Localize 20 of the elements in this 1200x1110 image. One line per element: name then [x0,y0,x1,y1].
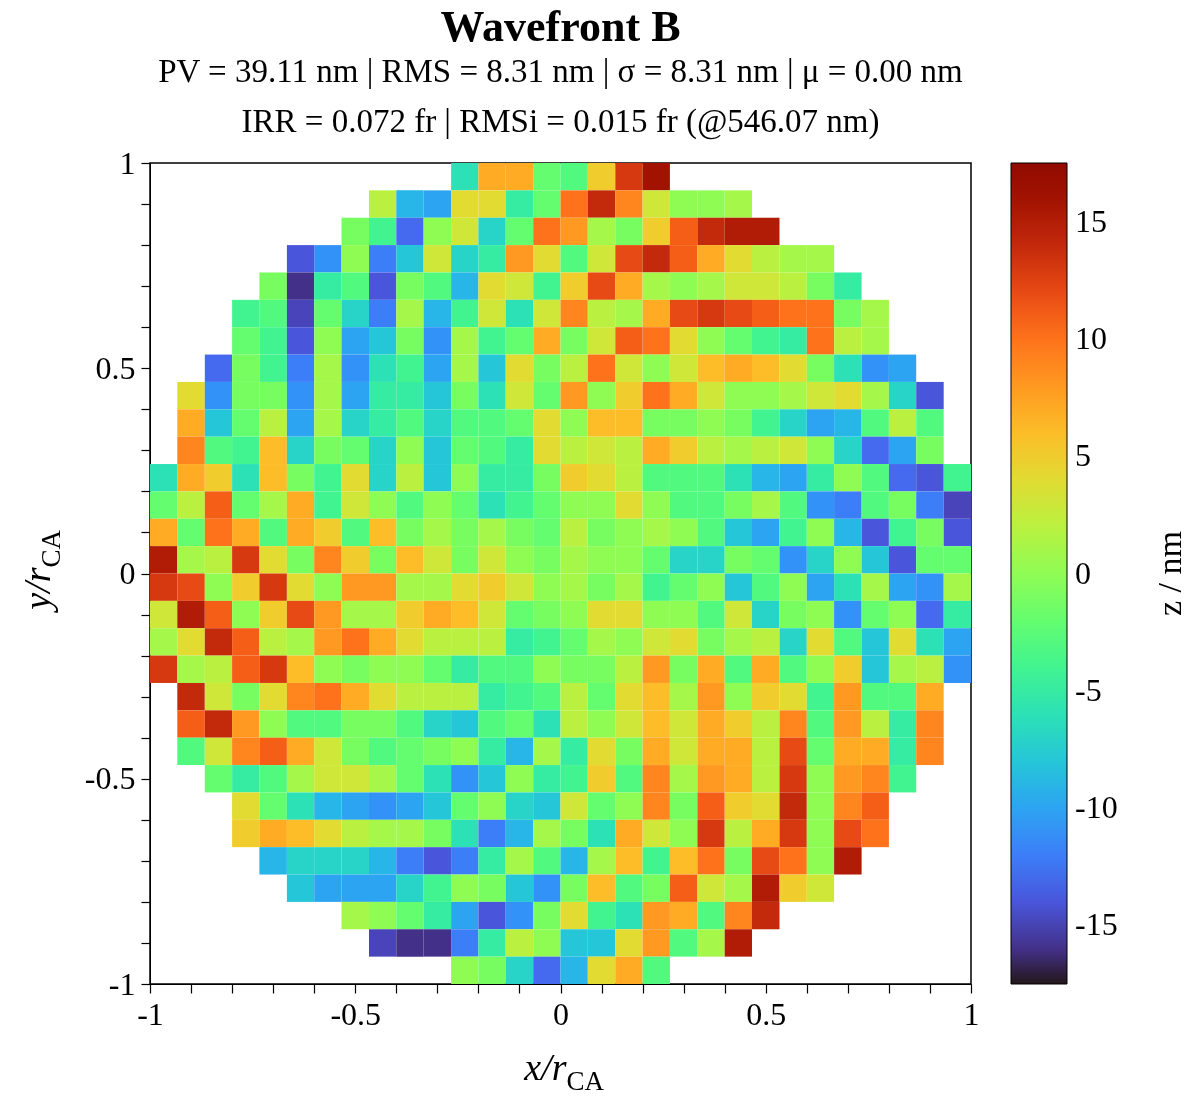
y-tick-label: 0 [119,555,136,591]
x-tick-label: 1 [963,995,980,1032]
chart-subtitle: PV = 39.11 nm | RMS = 8.31 nm | σ = 8.31 nm | μ = 0.00 nm IRR = 0.072 fr | RMSi = 0.015 fr (@546.07 nm) [158,53,964,140]
color-bar-label: 0 [1075,554,1091,591]
color-bar-label: -5 [1075,671,1102,708]
chart-title: Wavefront B [440,2,681,51]
y-axis-title: y/rCA [16,529,66,614]
y-tick-label: 0.5 [95,349,136,386]
y-tick-label: 1 [119,144,136,181]
x-tick-label: 0 [553,995,569,1032]
color-bar-label: -10 [1075,789,1118,826]
x-tick-label: 0.5 [746,995,787,1032]
color-bar-label: -15 [1075,906,1118,943]
y-tick-label: -1 [108,965,136,1002]
color-bar-label: 15 [1075,202,1107,239]
color-bar-label: 5 [1075,437,1091,474]
x-tick-label: -0.5 [330,995,382,1032]
y-tick-label: -0.5 [84,760,136,797]
color-bar-label: 10 [1075,319,1107,356]
color-bar-title: z / nm [1151,531,1188,616]
